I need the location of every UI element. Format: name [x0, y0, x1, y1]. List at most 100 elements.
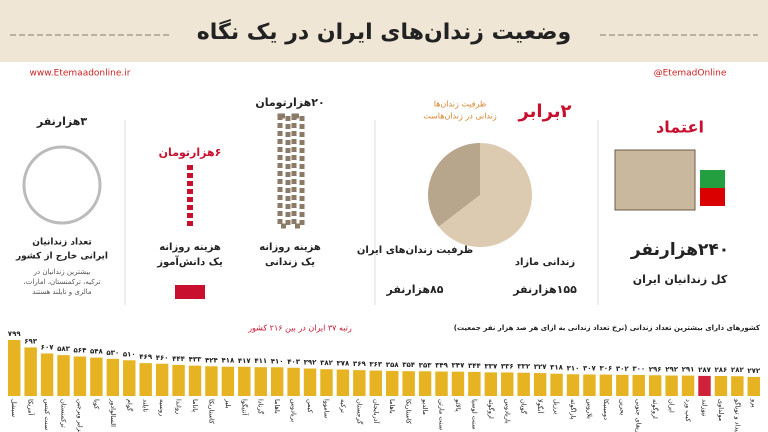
cost-label: هزینه روزانه [259, 242, 321, 253]
category-label: پرو [750, 398, 758, 408]
value-label: ۳۶۳ [369, 361, 383, 369]
value-label: ۳۶۹ [353, 360, 367, 368]
value-label: ۳۳۶ [501, 362, 514, 370]
category-label: السالوادور [109, 398, 117, 427]
value-label: ۴۰۳ [287, 358, 301, 366]
abroad-note: بیشترین زندانیان در [33, 268, 91, 276]
bar [155, 363, 169, 396]
stack [291, 113, 305, 229]
category-label: گوام [125, 399, 133, 412]
category-label: کیپ ورد [684, 399, 692, 423]
category-label: سنت مارتن [438, 399, 446, 430]
bar [599, 374, 613, 396]
category-label: کوبا [92, 399, 100, 410]
bar [747, 376, 760, 396]
value-label: ۲۷۲ [747, 367, 761, 375]
note: ظرفیت زندان‌ها [434, 100, 486, 109]
category-label: پالائو [454, 398, 462, 412]
bar [238, 366, 251, 396]
title: وضعیت زندان‌های ایران در یک نگاه [197, 18, 571, 45]
bar [616, 374, 629, 396]
category-label: آنتیگوا [240, 399, 249, 416]
pie-slice [428, 143, 480, 227]
category-label: ترکمنستان [60, 399, 68, 428]
value-label: ۵۱۰ [123, 350, 136, 358]
bar [172, 364, 185, 396]
bar [698, 375, 711, 396]
value-label: ۳۸۲ [320, 359, 334, 367]
category-label: روسیه [158, 399, 166, 416]
value-label: ۴۱۸ [221, 357, 235, 365]
bar [665, 375, 678, 396]
category-label: ترینیداد و توباگو [733, 398, 741, 432]
bar [533, 373, 547, 396]
category-label: آذربایجان [372, 399, 381, 425]
bar [188, 365, 202, 396]
value-label: ۴۶۹ [139, 353, 153, 361]
category-label: سامووا [322, 399, 330, 418]
bar [418, 371, 432, 396]
bar [517, 372, 530, 396]
note: زندانی در زندان‌هاست [423, 112, 497, 121]
bar [40, 353, 54, 396]
category-label: نیوزلند [700, 399, 708, 417]
bar [386, 370, 399, 396]
abroad-label: تعداد زندانیان [32, 238, 91, 248]
value-label: ۵۸۳ [57, 345, 71, 353]
value-label: ۳۱۸ [550, 364, 564, 372]
bar [583, 374, 596, 396]
desk-icon [175, 285, 205, 299]
category-label: مالدیو [421, 398, 429, 415]
value-label: ۳۱۰ [567, 364, 580, 372]
pie-label: زندانی مازاد [515, 257, 576, 268]
category-label: بلیز [224, 398, 232, 409]
value-label: ۲۸۲ [731, 366, 745, 374]
category-label: کیمن [306, 399, 314, 414]
value-label: ۲۸۷ [698, 366, 712, 374]
abroad-value: ۳هزارنفر [36, 115, 87, 128]
value-label: ۳۷۸ [336, 360, 350, 368]
value-label: ۳۳۷ [484, 362, 498, 370]
value-label: ۳۰۶ [599, 365, 612, 373]
value-label: ۳۲۷ [534, 363, 548, 371]
headline: ۲برابر [517, 101, 571, 122]
value-label: ۷۹۹ [8, 330, 22, 338]
value-label: ۳۰۷ [583, 364, 597, 372]
flag [700, 188, 725, 206]
value-label: ۳۴۹ [435, 362, 449, 370]
chart-title: کشورهای دارای بیشترین تعداد زندانی (نرخ … [454, 324, 761, 332]
header-band [0, 0, 768, 62]
bar [681, 375, 695, 396]
bar [468, 371, 481, 396]
cost-value: ۲۰هزارتومان [255, 96, 324, 109]
value-label: ۲۹۲ [665, 366, 679, 374]
category-label: باهاما [273, 399, 281, 414]
bar [106, 358, 120, 396]
bar [254, 367, 267, 396]
category-label: بلاروس [585, 399, 593, 419]
cost-value: ۶هزارتومان [159, 146, 222, 159]
value-label: ۳۴۴ [468, 362, 482, 370]
value-label: ۳۴۷ [452, 362, 466, 370]
category-label: رواندا [175, 399, 183, 414]
value-label: ۴۳۳ [189, 356, 203, 364]
category-label: باهاما [388, 399, 396, 414]
pie-value: ۱۵۵هزارنفر [512, 283, 577, 296]
website: www.Etemaadonline.ir [30, 69, 131, 79]
stack [277, 113, 291, 229]
flag [700, 170, 725, 188]
value-label: ۴۶۰ [156, 354, 169, 362]
category-label: آمریکا [27, 399, 36, 416]
category-label: ایران [668, 399, 676, 413]
pie-slice [438, 143, 532, 247]
category-label: تایلند [142, 399, 150, 412]
cost-label: یک زندانی [265, 257, 315, 268]
value-label: ۳۵۴ [402, 361, 416, 369]
category-label: سنت کیتس [43, 399, 51, 430]
category-label: سیشل [10, 399, 18, 417]
value-label: ۶۹۳ [24, 337, 38, 345]
bar [632, 374, 645, 396]
category-label: آفریقای جنوبی [635, 399, 644, 432]
category-label: گویان [520, 399, 528, 415]
category-label: پاراگوئه [569, 399, 577, 420]
